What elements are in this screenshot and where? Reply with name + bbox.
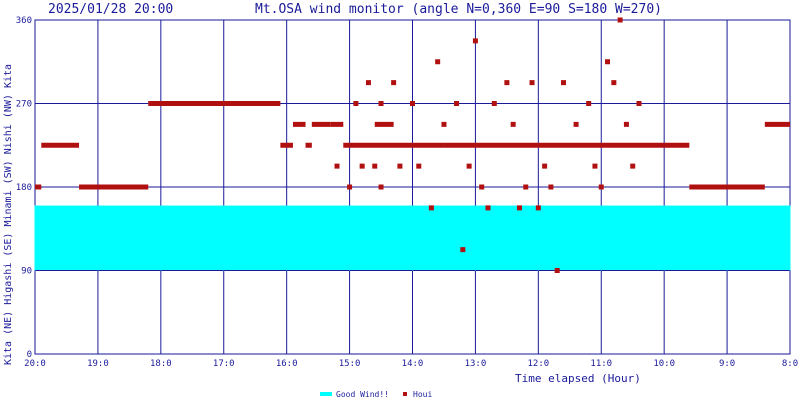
houi-point: [617, 17, 623, 23]
houi-segment: [41, 142, 80, 148]
houi-point: [523, 184, 529, 190]
x-tick-label: 8:0: [782, 359, 798, 369]
houi-point: [592, 163, 598, 169]
x-tick-label: 19:0: [87, 359, 109, 369]
houi-point: [542, 163, 548, 169]
houi-point: [378, 101, 384, 106]
houi-segment: [443, 142, 564, 148]
y-tick-label: 360: [16, 16, 32, 26]
houi-point: [561, 80, 566, 86]
legend-good-wind-label: Good Wind!!: [336, 390, 389, 399]
houi-point: [623, 121, 629, 127]
houi-point: [491, 101, 497, 106]
houi-point: [472, 38, 478, 44]
x-tick-label: 14:0: [402, 359, 424, 369]
houi-segment: [764, 121, 790, 127]
houi-segment: [305, 142, 312, 148]
houi-point: [485, 205, 491, 211]
legend-houi-swatch: [403, 392, 407, 396]
houi-segment: [563, 142, 690, 148]
houi-point: [397, 163, 403, 169]
houi-point: [359, 163, 365, 169]
houi-point: [435, 59, 441, 65]
houi-point: [605, 59, 611, 65]
houi-segment: [311, 121, 331, 127]
houi-point: [630, 163, 636, 169]
y-tick-label: 90: [21, 267, 32, 277]
houi-segment: [330, 121, 344, 127]
chart-title: Mt.OSA wind monitor (angle N=0,360 E=90 …: [255, 2, 662, 17]
y-tick-label: 0: [27, 350, 32, 360]
houi-point: [378, 184, 384, 190]
houi-point: [353, 101, 359, 106]
houi-point: [510, 121, 516, 127]
timestamp: 2025/01/28 20:00: [48, 2, 173, 17]
houi-segment: [689, 184, 765, 190]
legend-good-wind-swatch: [320, 392, 332, 396]
x-tick-label: 11:0: [590, 359, 612, 369]
tick-layer: 20:0 19:0 18:0 17:0 16:0 15:0 14:0 13:0 12:0 11:0…: [16, 16, 798, 369]
x-tick-label: 17:0: [213, 359, 235, 369]
houi-point: [416, 163, 422, 169]
houi-point: [548, 184, 554, 190]
houi-segment: [280, 142, 293, 148]
grid-overlay: [34, 19, 791, 355]
houi-point: [479, 184, 485, 190]
x-tick-label: 15:0: [339, 359, 361, 369]
legend-houi-label: Houi: [413, 390, 432, 399]
x-tick-label: 12:0: [527, 359, 549, 369]
y-tick-label: 180: [16, 183, 32, 193]
houi-point: [611, 80, 617, 86]
houi-segment: [374, 121, 394, 127]
legend: Good Wind!! Houi: [320, 390, 432, 399]
x-tick-label: 20:0: [24, 359, 46, 369]
houi-point: [516, 205, 522, 211]
x-tick-label: 16:0: [276, 359, 298, 369]
houi-point: [460, 247, 466, 253]
houi-point: [598, 184, 604, 190]
houi-segment: [292, 121, 306, 127]
houi-point: [636, 101, 642, 106]
houi-point: [586, 101, 592, 106]
data-layer: [35, 17, 790, 273]
houi-point: [410, 101, 415, 106]
houi-point: [334, 163, 340, 169]
houi-point: [535, 205, 541, 211]
houi-point: [428, 205, 434, 211]
houi-point: [365, 80, 371, 86]
houi-point: [454, 101, 460, 106]
x-axis-label: Time elapsed (Hour): [515, 372, 641, 385]
houi-point: [504, 80, 510, 86]
x-tick-label: 10:0: [653, 359, 675, 369]
houi-point: [554, 268, 560, 273]
houi-point: [573, 121, 579, 127]
houi-segment: [79, 184, 149, 190]
x-tick-label: 9:0: [719, 359, 735, 369]
x-tick-label: 13:0: [465, 359, 487, 369]
houi-point: [466, 163, 472, 169]
houi-point: [441, 121, 447, 127]
houi-segment: [148, 101, 281, 106]
houi-segment: [35, 184, 42, 190]
houi-segment: [343, 142, 444, 148]
y-axis-label: Kita (NE) Higashi (SE) Minami (SW) Nishi…: [3, 64, 14, 365]
houi-point: [372, 163, 378, 169]
y-tick-label: 270: [16, 100, 32, 110]
houi-point: [347, 184, 353, 190]
houi-point: [529, 80, 535, 86]
houi-point: [391, 80, 397, 86]
x-tick-label: 18:0: [150, 359, 172, 369]
